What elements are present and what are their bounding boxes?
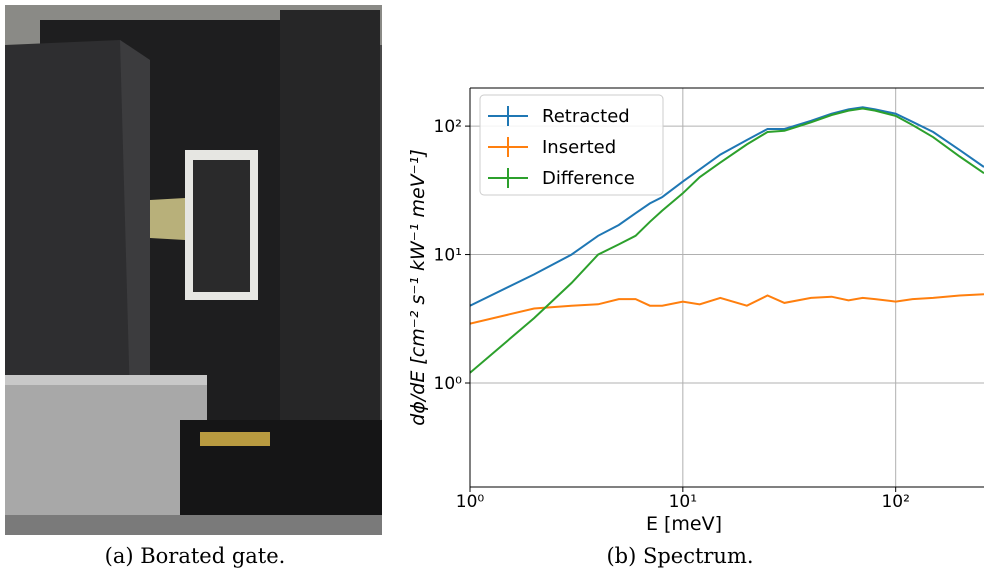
caption: (b) Spectrum. [606,544,753,568]
photo [5,5,382,535]
y-tick-label: 10⁰ [434,374,463,394]
y-axis-label: dϕ/dE [cm⁻² s⁻¹ kW⁻¹ meV⁻¹] [407,149,429,425]
legend-label: Difference [542,168,635,189]
series-line [470,107,984,374]
y-tick-label: 10² [434,117,462,137]
plot-area [470,106,984,374]
caption: (a) Borated gate. [105,544,286,568]
y-tick-label: 10¹ [434,246,462,266]
series-line [470,106,984,307]
x-tick-label: 10⁰ [456,492,485,512]
series-line [470,293,984,325]
axes: 10⁰ 10¹ 10² 10⁰ 10¹ 10² E [meV] dϕ/dE [cm⁻² s⁻¹… [407,87,984,535]
x-tick-label: 10¹ [669,492,697,512]
legend-label: Inserted [542,137,616,158]
legend-label: Retracted [542,106,630,127]
x-tick-label: 10² [881,492,909,512]
x-axis-label: E [meV] [646,513,722,535]
legend-box [479,94,664,196]
